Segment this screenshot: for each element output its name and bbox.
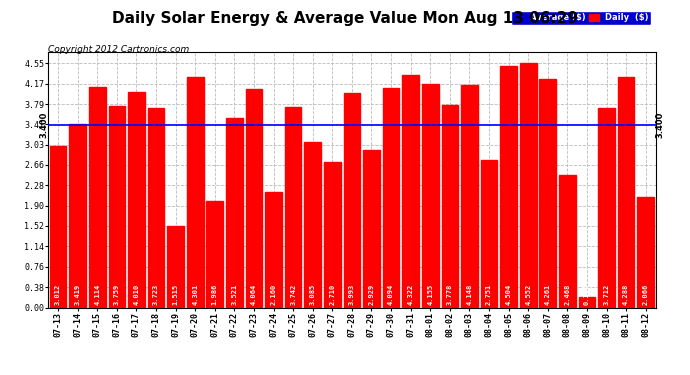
Text: 2.160: 2.160 <box>270 284 277 305</box>
Bar <box>167 226 184 308</box>
Text: 4.322: 4.322 <box>408 284 414 305</box>
Bar <box>148 108 164 307</box>
Bar <box>265 192 282 308</box>
Legend: Average ($), Daily  ($): Average ($), Daily ($) <box>511 11 651 25</box>
Text: 0.196: 0.196 <box>584 284 590 305</box>
Text: 4.148: 4.148 <box>466 284 473 305</box>
Text: 3.419: 3.419 <box>75 284 81 305</box>
Text: 2.710: 2.710 <box>329 284 335 305</box>
Text: Daily Solar Energy & Average Value Mon Aug 13 06:29: Daily Solar Energy & Average Value Mon A… <box>112 11 578 26</box>
Text: 3.759: 3.759 <box>114 284 120 305</box>
Bar <box>442 105 458 308</box>
Bar <box>344 93 360 308</box>
Bar <box>540 79 556 308</box>
Bar <box>461 85 477 308</box>
Text: 4.114: 4.114 <box>95 284 100 305</box>
Bar <box>598 108 615 307</box>
Text: 4.301: 4.301 <box>193 284 198 305</box>
Bar <box>89 87 106 308</box>
Text: 4.288: 4.288 <box>623 284 629 305</box>
Text: 4.504: 4.504 <box>506 284 511 305</box>
Text: 3.742: 3.742 <box>290 284 296 305</box>
Bar <box>402 75 419 308</box>
Bar <box>638 196 654 308</box>
Bar <box>520 63 537 308</box>
Bar <box>187 76 204 308</box>
Bar <box>500 66 517 308</box>
Text: 4.552: 4.552 <box>525 284 531 305</box>
Text: 3.012: 3.012 <box>55 284 61 305</box>
Bar <box>285 106 302 308</box>
Text: 2.751: 2.751 <box>486 284 492 305</box>
Bar <box>481 160 497 308</box>
Bar <box>246 89 262 308</box>
Bar <box>70 124 86 308</box>
Text: 2.066: 2.066 <box>642 284 649 305</box>
Text: 4.155: 4.155 <box>427 284 433 305</box>
Text: 2.929: 2.929 <box>368 284 375 305</box>
Text: 3.712: 3.712 <box>604 284 609 305</box>
Text: 3.521: 3.521 <box>231 284 237 305</box>
Text: 4.010: 4.010 <box>133 284 139 305</box>
Bar <box>383 88 400 308</box>
Text: 3.778: 3.778 <box>447 284 453 305</box>
Text: 3.400: 3.400 <box>656 112 664 138</box>
Text: 3.400: 3.400 <box>39 112 48 138</box>
Bar <box>304 142 321 308</box>
Bar <box>579 297 595 307</box>
Bar <box>108 106 125 308</box>
Text: 1.515: 1.515 <box>172 284 179 305</box>
Bar <box>559 175 575 308</box>
Text: Copyright 2012 Cartronics.com: Copyright 2012 Cartronics.com <box>48 45 190 54</box>
Bar <box>422 84 439 308</box>
Text: 2.468: 2.468 <box>564 284 571 305</box>
Text: 3.993: 3.993 <box>349 284 355 305</box>
Bar <box>618 77 634 308</box>
Text: 1.986: 1.986 <box>212 284 218 305</box>
Bar <box>226 118 243 308</box>
Bar <box>50 146 66 308</box>
Bar <box>363 150 380 308</box>
Text: 3.723: 3.723 <box>153 284 159 305</box>
Text: 4.094: 4.094 <box>388 284 394 305</box>
Bar <box>128 92 145 308</box>
Bar <box>206 201 223 308</box>
Text: 4.064: 4.064 <box>251 284 257 305</box>
Text: 4.261: 4.261 <box>545 284 551 305</box>
Text: 3.085: 3.085 <box>310 284 316 305</box>
Bar <box>324 162 341 308</box>
